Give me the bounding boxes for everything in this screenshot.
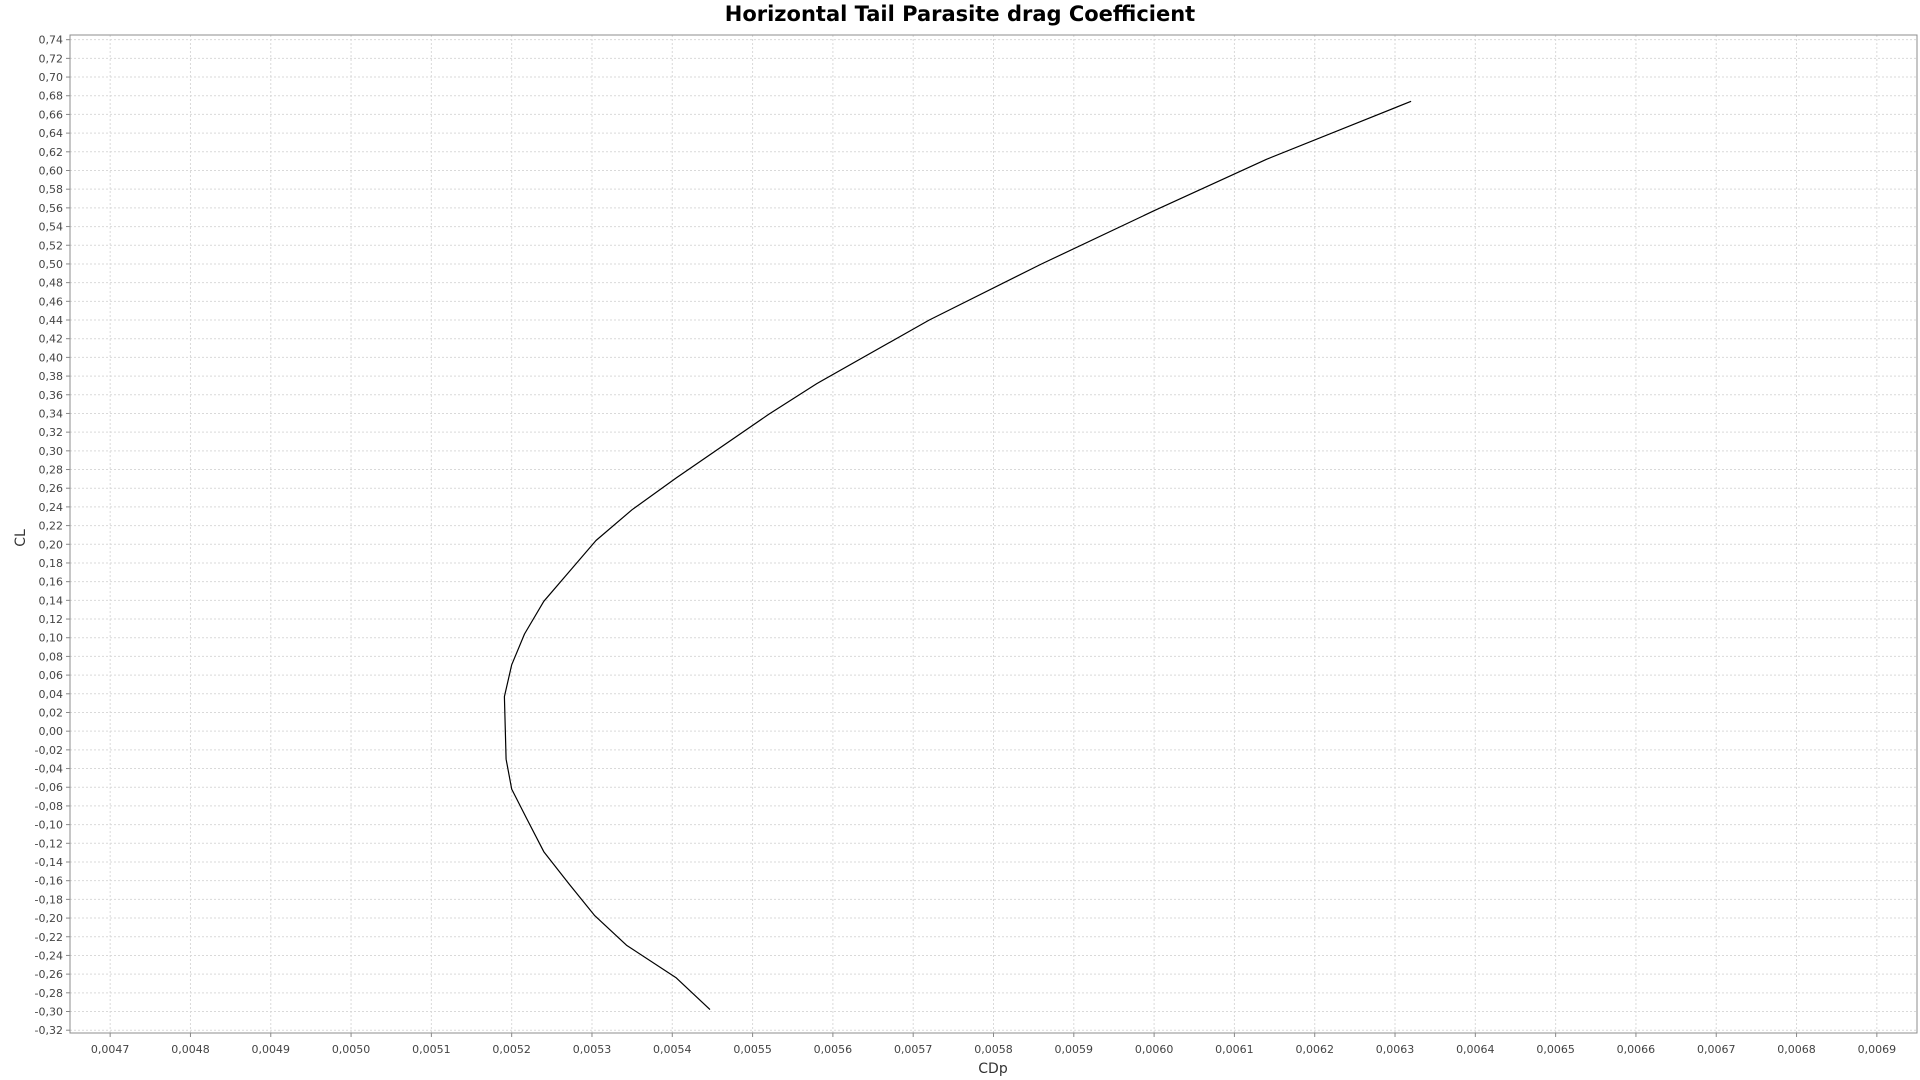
x-tick-label: 0,0068 bbox=[1777, 1043, 1816, 1056]
y-tick-label: 0,72 bbox=[39, 52, 64, 65]
y-tick-label: 0,54 bbox=[39, 221, 64, 234]
y-tick-label: 0,40 bbox=[39, 351, 64, 364]
x-tick-label: 0,0051 bbox=[412, 1043, 451, 1056]
y-tick-label: -0,16 bbox=[35, 875, 63, 888]
y-tick-label: 0,24 bbox=[39, 501, 64, 514]
chart-title: Horizontal Tail Parasite drag Coefficien… bbox=[724, 2, 1196, 26]
x-tick-label: 0,0065 bbox=[1536, 1043, 1575, 1056]
y-tick-label: 0,70 bbox=[39, 71, 64, 84]
x-tick-label: 0,0055 bbox=[733, 1043, 772, 1056]
y-tick-label: 0,00 bbox=[39, 725, 64, 738]
y-tick-label: -0,10 bbox=[35, 819, 63, 832]
x-tick-label: 0,0050 bbox=[332, 1043, 371, 1056]
y-tick-label: 0,32 bbox=[39, 426, 64, 439]
y-tick-label: -0,06 bbox=[35, 781, 63, 794]
x-tick-label: 0,0067 bbox=[1697, 1043, 1736, 1056]
y-tick-label: 0,22 bbox=[39, 520, 64, 533]
y-tick-label: 0,36 bbox=[39, 389, 64, 402]
x-tick-label: 0,0047 bbox=[91, 1043, 130, 1056]
y-tick-label: -0,18 bbox=[35, 893, 63, 906]
y-tick-label: 0,02 bbox=[39, 706, 64, 719]
x-tick-label: 0,0053 bbox=[573, 1043, 612, 1056]
y-tick-label: 0,28 bbox=[39, 464, 64, 477]
x-tick-label: 0,0052 bbox=[492, 1043, 531, 1056]
x-tick-label: 0,0061 bbox=[1215, 1043, 1254, 1056]
y-axis-label: CL bbox=[13, 529, 29, 547]
y-tick-label: 0,38 bbox=[39, 370, 64, 383]
y-tick-label: -0,02 bbox=[35, 744, 63, 757]
x-tick-label: 0,0060 bbox=[1135, 1043, 1174, 1056]
x-axis-ticks: 0,0047 0,0048 0,0049 0,0050 0,0051 0,0052 0,00… bbox=[91, 1033, 1896, 1056]
y-tick-label: -0,22 bbox=[35, 931, 63, 944]
y-tick-label: 0,30 bbox=[39, 445, 64, 458]
y-tick-label: 0,26 bbox=[39, 482, 64, 495]
y-tick-label: -0,28 bbox=[35, 987, 63, 1000]
y-tick-label: 0,14 bbox=[39, 594, 64, 607]
y-tick-label: 0,10 bbox=[39, 632, 64, 645]
y-tick-label: -0,32 bbox=[35, 1024, 63, 1037]
x-tick-label: 0,0066 bbox=[1617, 1043, 1656, 1056]
x-tick-label: 0,0059 bbox=[1055, 1043, 1094, 1056]
y-tick-label: -0,26 bbox=[35, 968, 63, 981]
y-tick-label: 0,62 bbox=[39, 146, 64, 159]
y-tick-label: 0,44 bbox=[39, 314, 64, 327]
series-line bbox=[503, 100, 1412, 1011]
y-tick-label: 0,56 bbox=[39, 202, 64, 215]
x-tick-label: 0,0054 bbox=[653, 1043, 692, 1056]
y-tick-label: 0,46 bbox=[39, 295, 64, 308]
x-tick-label: 0,0058 bbox=[974, 1043, 1013, 1056]
y-tick-label: 0,06 bbox=[39, 669, 64, 682]
x-tick-label: 0,0056 bbox=[814, 1043, 853, 1056]
y-tick-label: -0,04 bbox=[35, 763, 63, 776]
y-tick-label: -0,14 bbox=[35, 856, 63, 869]
series-group bbox=[503, 100, 1412, 1011]
y-tick-label: 0,42 bbox=[39, 333, 64, 346]
x-tick-label: 0,0064 bbox=[1456, 1043, 1495, 1056]
y-tick-label: -0,08 bbox=[35, 800, 63, 813]
y-tick-label: 0,04 bbox=[39, 688, 64, 701]
plot-background bbox=[70, 35, 1917, 1033]
y-tick-label: 0,34 bbox=[39, 407, 64, 420]
y-tick-label: -0,12 bbox=[35, 837, 63, 850]
y-tick-label: 0,50 bbox=[39, 258, 64, 271]
y-tick-label: -0,20 bbox=[35, 912, 63, 925]
y-tick-label: 0,66 bbox=[39, 108, 64, 121]
y-axis-ticks: -0,32 -0,30 -0,28 -0,26 -0,24 -0,22 -0,20 -0,18… bbox=[35, 34, 70, 1037]
y-tick-label: 0,16 bbox=[39, 576, 64, 589]
y-tick-label: 0,18 bbox=[39, 557, 64, 570]
y-tick-label: 0,68 bbox=[39, 90, 64, 103]
x-tick-label: 0,0063 bbox=[1376, 1043, 1415, 1056]
x-tick-label: 0,0057 bbox=[894, 1043, 933, 1056]
y-tick-label: 0,74 bbox=[39, 34, 64, 47]
y-tick-label: 0,52 bbox=[39, 239, 64, 252]
x-tick-label: 0,0069 bbox=[1858, 1043, 1897, 1056]
y-tick-label: 0,48 bbox=[39, 277, 64, 290]
y-tick-label: 0,12 bbox=[39, 613, 64, 626]
y-tick-label: -0,24 bbox=[35, 949, 63, 962]
y-tick-label: 0,64 bbox=[39, 127, 64, 140]
y-tick-label: 0,58 bbox=[39, 183, 64, 196]
y-tick-label: 0,20 bbox=[39, 538, 64, 551]
plot-border bbox=[69, 34, 1918, 1034]
x-axis-label: CDp bbox=[978, 1061, 1008, 1077]
x-tick-label: 0,0049 bbox=[252, 1043, 291, 1056]
y-tick-label: 0,08 bbox=[39, 650, 64, 663]
x-tick-label: 0,0062 bbox=[1295, 1043, 1334, 1056]
y-tick-label: 0,60 bbox=[39, 164, 64, 177]
y-tick-label: -0,30 bbox=[35, 1006, 63, 1019]
x-tick-label: 0,0048 bbox=[171, 1043, 210, 1056]
